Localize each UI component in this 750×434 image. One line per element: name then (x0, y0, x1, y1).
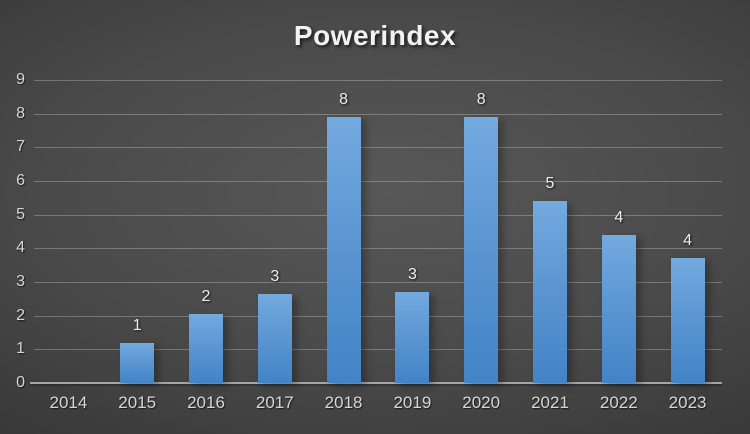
gridline-y8 (34, 113, 722, 115)
y-axis-label-1: 1 (16, 340, 25, 358)
bar-data-label-2021: 5 (545, 175, 555, 193)
x-axis-label-2014: 2014 (49, 393, 88, 412)
bar-2020[interactable] (464, 117, 499, 383)
bar-2023[interactable] (670, 258, 705, 383)
gridline-y9 (34, 80, 722, 81)
bar-data-label-2016: 2 (201, 287, 211, 305)
y-axis-label-5: 5 (16, 205, 25, 223)
bar-data-label-2019: 3 (407, 266, 417, 284)
x-axis-label-2016: 2016 (187, 393, 225, 412)
bar-data-label-2022: 4 (614, 208, 624, 226)
x-axis-label-2018: 2018 (324, 393, 363, 412)
bar-2019[interactable] (395, 292, 430, 383)
y-axis-label-9: 9 (16, 71, 25, 88)
y-axis-label-2: 2 (16, 306, 25, 324)
x-axis-line (30, 382, 722, 384)
x-axis-label-2020: 2020 (462, 393, 501, 412)
plot-area: 0 1 2 3 4 5 6 7 8 9 2014 1 2015 2 2016 3 2017 8 2018 3 2019 8… (16, 71, 722, 412)
bar-data-label-2015: 1 (132, 316, 142, 334)
bar-2016[interactable] (189, 313, 223, 383)
y-axis-label-6: 6 (16, 172, 25, 189)
y-axis-label-8: 8 (16, 104, 25, 122)
y-axis-label-7: 7 (16, 138, 25, 156)
bar-2015[interactable] (120, 342, 155, 383)
bar-2022[interactable] (601, 234, 636, 383)
x-axis-label-2022: 2022 (599, 393, 638, 412)
gridline-y4 (34, 248, 722, 250)
gridline-y1 (34, 349, 722, 351)
x-axis-label-2015: 2015 (118, 393, 157, 412)
y-axis-label-0: 0 (16, 374, 25, 391)
gridline-y3 (34, 282, 722, 283)
bar-data-label-2017: 3 (270, 267, 280, 285)
bar-2017[interactable] (257, 293, 292, 383)
bar-2021[interactable] (533, 201, 567, 383)
gridline-y2 (34, 315, 722, 317)
gridline-y6 (34, 181, 722, 182)
y-axis-label-4: 4 (16, 239, 25, 257)
x-axis-label-2021: 2021 (531, 393, 569, 412)
bar-data-label-2023: 4 (683, 232, 693, 250)
y-axis-label-3: 3 (16, 273, 25, 290)
gridline-y7 (34, 147, 722, 149)
chart-title: Powerindex (293, 20, 457, 51)
x-axis-label-2017: 2017 (255, 393, 294, 412)
bar-2018[interactable] (326, 117, 361, 383)
bar-data-label-2018: 8 (339, 91, 349, 109)
x-axis-label-2019: 2019 (393, 393, 432, 412)
bar-data-label-2020: 8 (476, 91, 486, 109)
x-axis-label-2023: 2023 (668, 393, 707, 412)
gridline-y5 (34, 214, 722, 216)
